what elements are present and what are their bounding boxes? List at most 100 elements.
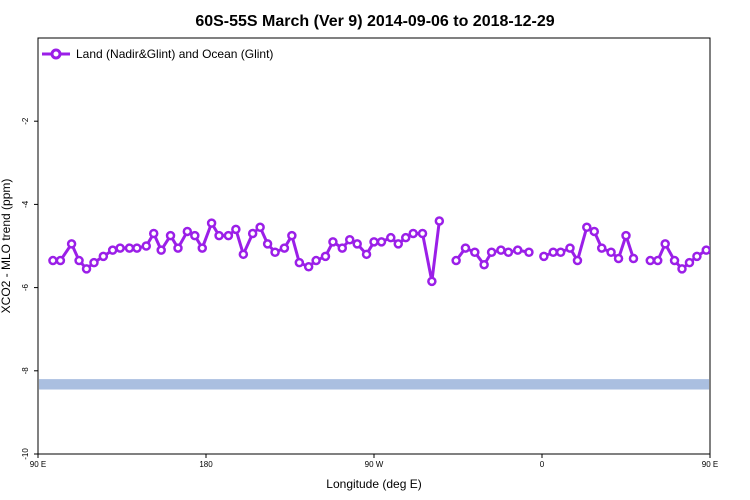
data-point — [328, 237, 338, 247]
data-point — [565, 243, 575, 253]
chart-title: 60S-55S March (Ver 9) 2014-09-06 to 2018… — [195, 13, 554, 30]
series-clip-group — [48, 216, 750, 287]
data-point — [460, 243, 471, 253]
data-point — [89, 257, 99, 268]
data-point — [141, 241, 152, 251]
data-point — [98, 251, 109, 262]
legend: Land (Nadir&Glint) and Ocean (Glint) — [42, 47, 273, 61]
data-point — [692, 251, 702, 262]
data-point — [503, 247, 514, 257]
data-point — [660, 239, 670, 249]
data-point — [589, 226, 600, 237]
data-point — [582, 222, 592, 233]
y-tick-label: -8 — [21, 367, 30, 375]
x-axis-ticks: 90 E 180 90 W 0 90 E — [30, 454, 718, 469]
data-point — [344, 235, 355, 245]
data-point — [197, 243, 208, 253]
data-point — [279, 243, 290, 253]
x-tick-label: 90 W — [365, 460, 384, 469]
data-point — [386, 232, 396, 243]
x-tick-label: 180 — [199, 460, 213, 469]
y-tick-label: -10 — [21, 448, 30, 460]
data-point — [247, 228, 258, 239]
data-point — [572, 255, 583, 266]
data-point — [361, 249, 372, 260]
x-tick-label: 90 E — [30, 460, 46, 469]
data-point — [369, 237, 379, 247]
data-point — [74, 255, 84, 266]
x-tick-label: 0 — [540, 460, 545, 469]
data-point — [352, 239, 362, 249]
data-point — [255, 222, 265, 233]
data-point — [427, 276, 437, 287]
data-point — [173, 243, 183, 253]
data-point — [606, 247, 616, 257]
data-point — [613, 253, 624, 264]
series-line — [650, 242, 710, 271]
data-point — [81, 264, 92, 274]
data-point — [238, 249, 249, 260]
x-axis-label: Longitude (deg E) — [326, 477, 421, 491]
data-point — [524, 247, 534, 257]
data-point — [320, 251, 331, 262]
data-point — [270, 247, 280, 257]
data-point — [55, 255, 66, 266]
band-rect — [39, 379, 709, 390]
data-point — [223, 230, 234, 241]
data-point — [539, 251, 549, 262]
y-axis-label: XCO2 - MLO trend (ppm) — [0, 179, 13, 314]
data-point — [417, 228, 428, 239]
data-point — [132, 243, 142, 253]
series-layer — [48, 216, 750, 287]
data-point — [124, 243, 135, 253]
data-point — [684, 257, 695, 268]
data-point — [548, 247, 558, 257]
data-point — [400, 232, 411, 243]
data-point — [48, 255, 58, 266]
x-tick-label: 90 E — [702, 460, 718, 469]
data-point — [736, 243, 743, 250]
data-point — [512, 245, 523, 255]
data-point — [294, 257, 305, 268]
data-point — [628, 253, 639, 264]
data-point — [701, 245, 710, 255]
data-point — [190, 230, 200, 241]
legend-series-label: Land (Nadir&Glint) and Ocean (Glint) — [76, 47, 273, 61]
data-point — [479, 259, 489, 270]
legend-point-marker — [50, 48, 62, 60]
data-point — [621, 230, 631, 241]
data-point — [156, 245, 166, 255]
data-point — [165, 230, 176, 241]
y-tick-label: -2 — [21, 117, 30, 125]
data-point — [669, 255, 680, 266]
data-point — [287, 230, 297, 241]
data-point — [231, 224, 241, 235]
data-point — [311, 255, 321, 266]
data-point — [744, 230, 750, 237]
data-point — [434, 216, 445, 226]
data-point — [596, 243, 607, 253]
data-point — [652, 255, 663, 266]
data-point — [262, 239, 273, 249]
data-point — [148, 228, 159, 239]
data-point — [486, 247, 497, 257]
data-point — [337, 243, 348, 253]
data-point — [451, 255, 461, 266]
data-point — [727, 245, 734, 252]
data-point — [470, 247, 480, 257]
data-point — [115, 243, 125, 253]
data-point — [555, 247, 566, 257]
y-axis-ticks: -10 -8 -6 -4 -2 — [21, 117, 38, 460]
reference-band — [39, 379, 709, 390]
data-point — [182, 226, 193, 237]
data-point — [720, 245, 727, 252]
data-point — [408, 228, 418, 239]
data-point — [496, 245, 506, 255]
data-point — [376, 237, 387, 247]
y-tick-label: -4 — [21, 200, 30, 208]
data-point — [66, 239, 77, 249]
data-point — [393, 239, 404, 249]
data-point — [303, 262, 314, 272]
data-point — [708, 245, 710, 251]
